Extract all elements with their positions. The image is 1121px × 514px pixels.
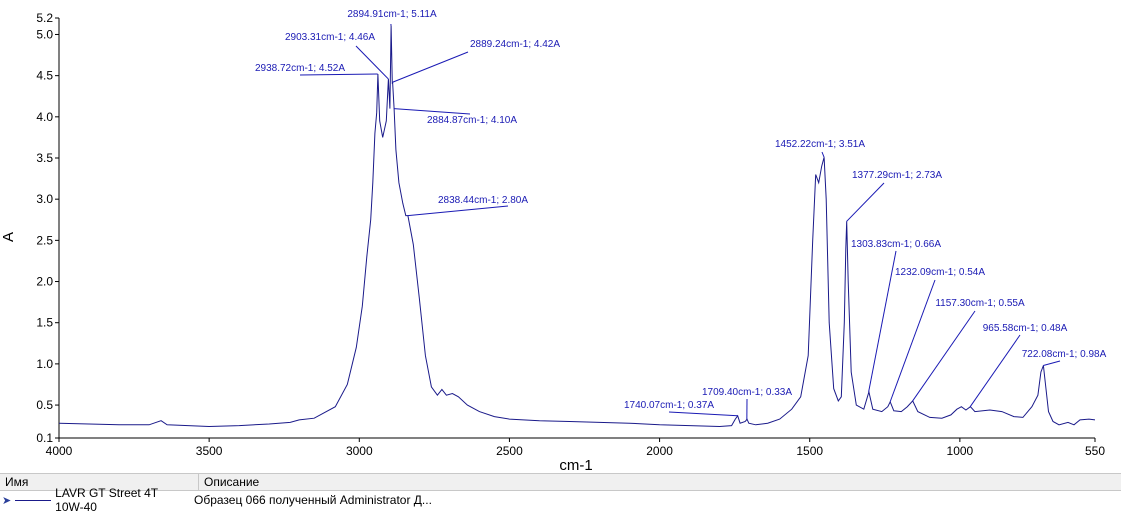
annotation-leader-line (669, 412, 738, 416)
annotation-label: 1377.29cm-1; 2.73A (852, 170, 942, 181)
y-tick-label: 0.1 (36, 431, 53, 445)
annotation-label: 2889.24cm-1; 4.42A (470, 39, 560, 50)
annotation-leader-line (394, 109, 470, 114)
annotation-leader-line (869, 251, 896, 392)
annotation-leader-line (890, 280, 935, 402)
legend-name-cell: ➤ LAVR GT Street 4T 10W-40 (0, 486, 188, 514)
x-tick-label: 1500 (796, 444, 823, 458)
annotation-leader-line (970, 335, 1020, 407)
annotation-leader-line (300, 74, 378, 75)
series-line (59, 25, 1095, 426)
x-tick-label: 3500 (196, 444, 223, 458)
annotation-label: 1157.30cm-1; 0.55A (935, 298, 1025, 309)
annotation-label: 2838.44cm-1; 2.80A (438, 195, 528, 206)
annotation-leader-line (913, 311, 975, 401)
x-tick-label: 4000 (46, 444, 73, 458)
annotation-label: 2884.87cm-1; 4.10A (427, 115, 517, 126)
annotation-label: 1740.07cm-1; 0.37A (624, 400, 714, 411)
annotation-label: 1452.22cm-1; 3.51A (775, 139, 865, 150)
legend-table: Имя Описание ➤ LAVR GT Street 4T 10W-40 … (0, 473, 1121, 509)
annotation-label: 965.58cm-1; 0.48A (983, 323, 1068, 334)
annotation-label: 1232.09cm-1; 0.54A (895, 267, 985, 278)
x-tick-label: 1000 (947, 444, 974, 458)
y-tick-label: 1.5 (36, 316, 53, 330)
y-tick-label: 2.5 (36, 233, 53, 247)
y-axis-label: A (0, 232, 17, 242)
chart-axes (59, 18, 1095, 438)
y-tick-label: 3.0 (36, 192, 53, 206)
spectrum-chart: 0.1 0.5 1.0 1.5 2.0 2.5 3.0 3.5 4.0 4.5 5.0 5.2 400… (0, 0, 1121, 470)
y-tick-label: 5.0 (36, 27, 53, 41)
annotation-leader-line (847, 183, 884, 221)
peak-annotations: 2894.91cm-1; 5.11A 2903.31cm-1; 4.46A 2889… (255, 9, 1107, 419)
x-axis-label: cm-1 (559, 457, 592, 470)
play-arrow-icon: ➤ (2, 494, 11, 507)
y-tick-label: 4.0 (36, 110, 53, 124)
y-axis-ticks: 0.1 0.5 1.0 1.5 2.0 2.5 3.0 3.5 4.0 4.5 5.0 5.2 (36, 11, 59, 445)
y-tick-label: 0.5 (36, 398, 53, 412)
annotation-leader-line (408, 206, 508, 216)
annotation-leader-line (393, 52, 468, 82)
series-layer (59, 25, 1095, 426)
y-tick-label: 4.5 (36, 69, 53, 83)
legend-row[interactable]: ➤ LAVR GT Street 4T 10W-40 Образец 066 п… (0, 491, 1121, 509)
annotation-label: 722.08cm-1; 0.98A (1022, 349, 1107, 360)
y-tick-label: 5.2 (36, 11, 53, 25)
series-description: Образец 066 полученный Administrator Д..… (188, 493, 432, 507)
x-axis-ticks: 4000 3500 3000 2500 2000 1500 1000 550 (46, 438, 1106, 458)
series-line-swatch (15, 500, 51, 501)
x-tick-label: 3000 (346, 444, 373, 458)
annotation-label: 1303.83cm-1; 0.66A (851, 239, 941, 250)
x-tick-label: 550 (1085, 444, 1105, 458)
series-name: LAVR GT Street 4T 10W-40 (55, 486, 188, 514)
annotation-label: 2894.91cm-1; 5.11A (347, 9, 437, 20)
annotation-leader-line (1043, 361, 1060, 366)
y-tick-label: 3.5 (36, 151, 53, 165)
y-tick-label: 2.0 (36, 275, 53, 289)
column-header-description[interactable]: Описание (199, 474, 264, 490)
x-tick-label: 2500 (496, 444, 523, 458)
y-tick-label: 1.0 (36, 357, 53, 371)
x-tick-label: 2000 (646, 444, 673, 458)
annotation-leader-line (822, 152, 824, 157)
annotation-label: 1709.40cm-1; 0.33A (702, 387, 792, 398)
annotation-label: 2938.72cm-1; 4.52A (255, 63, 345, 74)
annotation-label: 2903.31cm-1; 4.46A (285, 32, 375, 43)
